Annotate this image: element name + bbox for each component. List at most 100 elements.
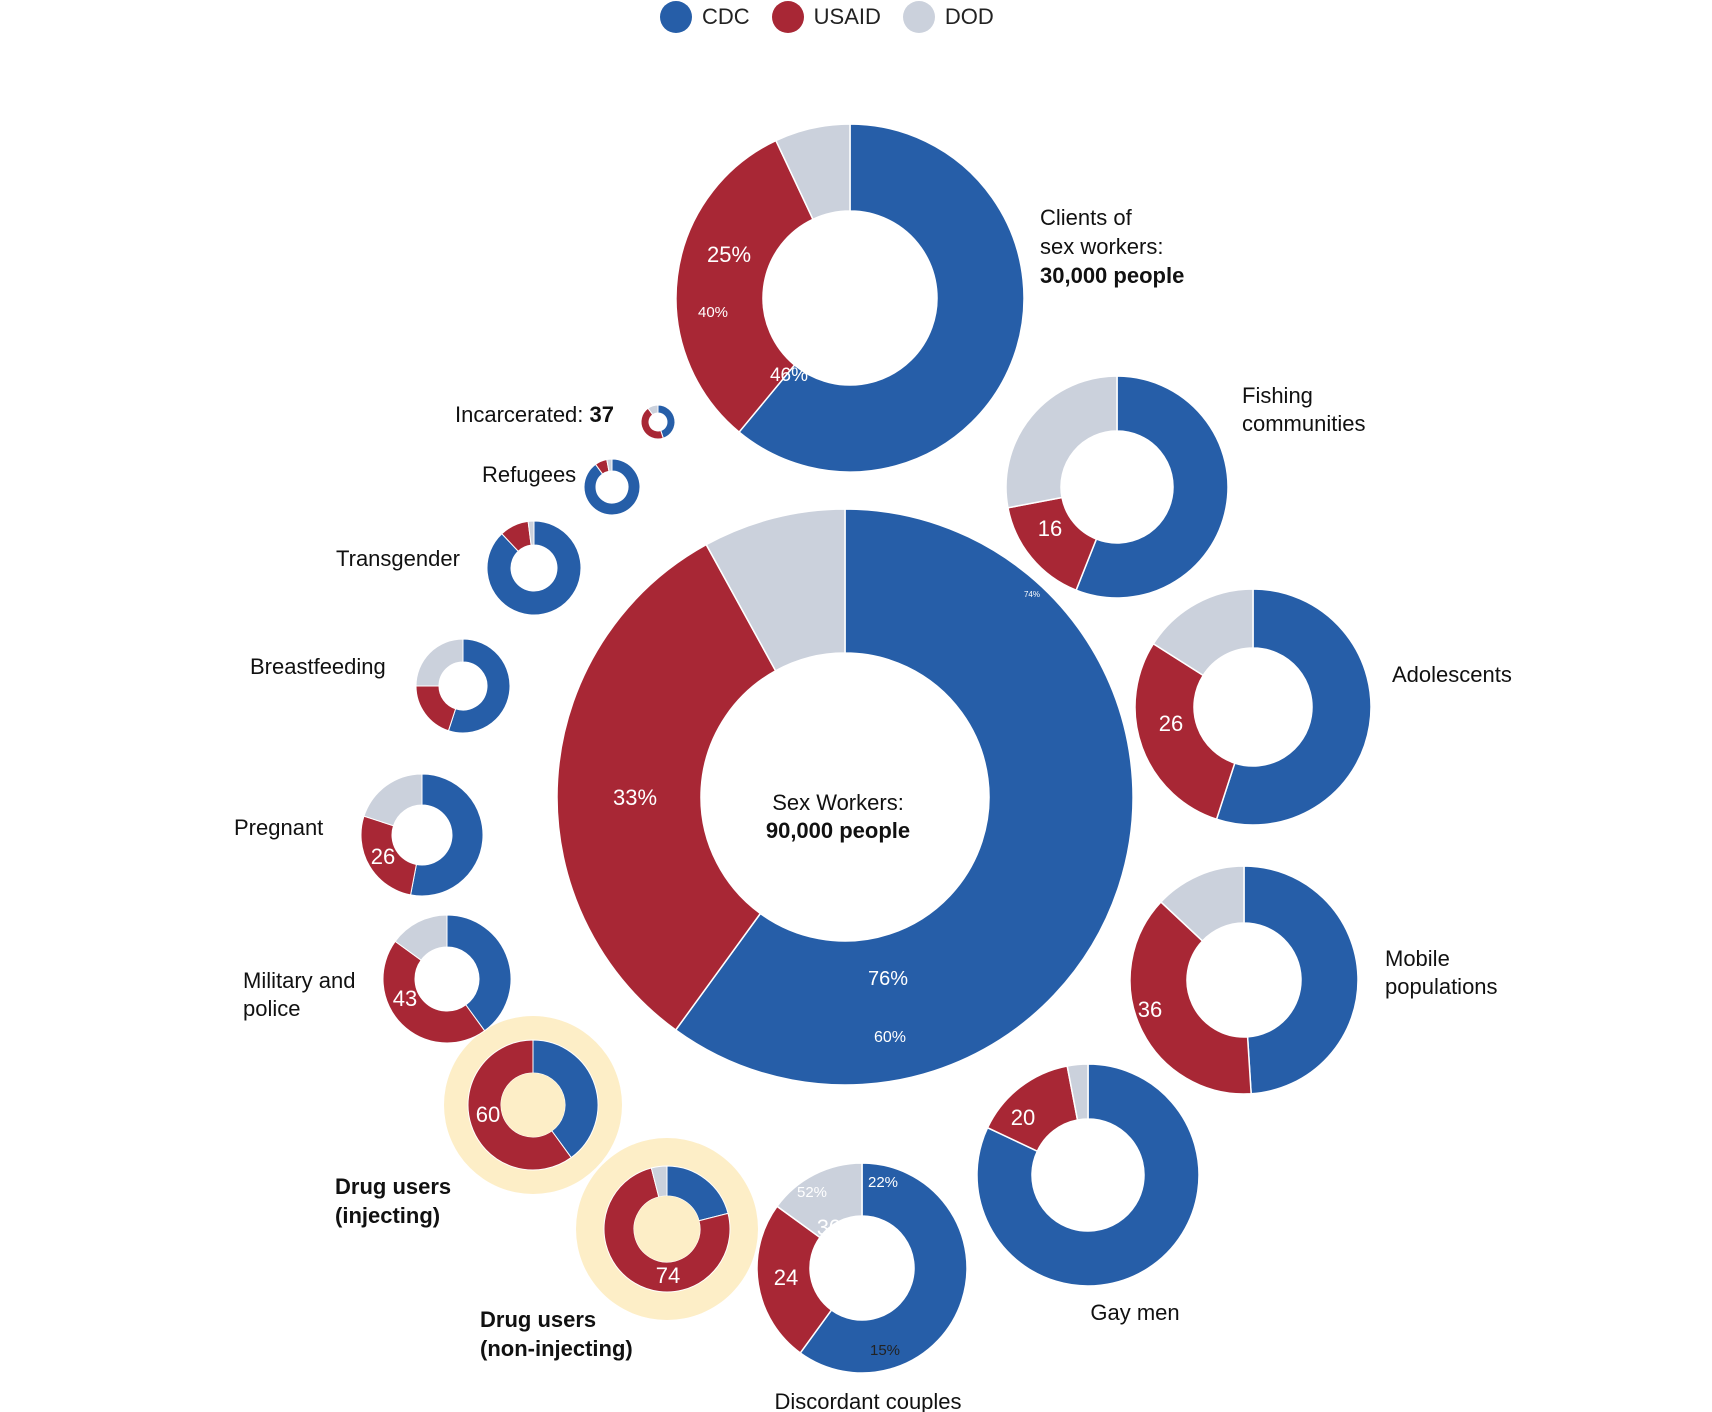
donut-label: Breastfeeding <box>250 654 386 679</box>
donut-adolescents[interactable]: 26 Adolescents <box>1134 588 1512 826</box>
legend-swatch-dod <box>902 1 935 33</box>
label-value: 90,000 people <box>766 818 910 843</box>
donut-label: Incarcerated: 37 <box>455 402 614 427</box>
label-line: Breastfeeding <box>250 654 386 679</box>
donut-military-and-police[interactable]: 43 Military and police <box>243 914 512 1044</box>
slice-cdc <box>1215 588 1372 826</box>
donut-hole <box>1194 648 1312 766</box>
donut-incarcerated[interactable]: Incarcerated: 37 <box>455 402 676 440</box>
data-label: 74 <box>656 1263 680 1288</box>
donut-hole <box>1061 431 1173 543</box>
data-label: 52% <box>797 1184 827 1201</box>
donut-fishing-communities[interactable]: 16 Fishing communities <box>1005 375 1365 599</box>
donut-label: Drug users (non-injecting) <box>480 1307 633 1361</box>
data-label: 46% <box>770 365 808 386</box>
donut-sex-workers[interactable]: 76% 60% 33% 74% Sex Workers: 90,000 people <box>556 508 1134 1086</box>
donut-label: Transgender <box>336 546 460 571</box>
label-line: Mobile <box>1385 946 1450 971</box>
data-label: 25% <box>707 242 751 267</box>
donut-transgender[interactable]: Transgender <box>336 520 582 616</box>
donut-label: Fishing communities <box>1242 383 1365 436</box>
label-line: (injecting) <box>335 1203 440 1228</box>
donut-mobile-populations[interactable]: 36 Mobile populations <box>1129 865 1498 1095</box>
data-label: 20 <box>1011 1105 1035 1130</box>
donut-hole <box>763 211 937 385</box>
donut-label: Military and police <box>243 968 355 1021</box>
data-label: 24 <box>774 1265 798 1290</box>
donut-gay-men[interactable]: 20 Gay men <box>976 1063 1200 1325</box>
legend-item-usaid[interactable]: USAID <box>771 1 881 33</box>
label-value: 37 <box>583 402 614 427</box>
donut-hole <box>1032 1119 1144 1231</box>
data-label: 16 <box>1038 516 1062 541</box>
legend-item-cdc[interactable]: CDC <box>660 1 750 33</box>
label-line: Sex Workers: <box>772 790 904 815</box>
legend-item-dod[interactable]: DOD <box>902 1 994 33</box>
donut-hole <box>501 1073 565 1137</box>
donut-hole <box>392 805 452 865</box>
legend-label-cdc: CDC <box>702 4 750 29</box>
donut-hole <box>634 1196 700 1262</box>
slice-usaid <box>382 940 486 1044</box>
donut-hole <box>701 653 989 941</box>
donut-label: Drug users (injecting) <box>335 1174 451 1228</box>
data-label: 30 <box>817 1215 841 1240</box>
label-line: Drug users <box>335 1174 451 1199</box>
slice-usaid <box>603 1167 731 1293</box>
label-line: (non-injecting) <box>480 1336 633 1361</box>
label-line: Military and <box>243 968 355 993</box>
donut-label: Mobile populations <box>1385 946 1498 999</box>
donut-label: Sex Workers: 90,000 people <box>766 790 910 843</box>
data-label: 43 <box>393 986 417 1011</box>
donut-label: Discordant couples <box>774 1389 961 1412</box>
donut-label: Adolescents <box>1392 662 1512 687</box>
donut-drug-users-non-injecting[interactable]: 74 Drug users (non-injecting) <box>480 1138 758 1361</box>
label-line: communities <box>1242 411 1365 436</box>
legend-label-dod: DOD <box>944 4 994 29</box>
data-label: 26 <box>1159 711 1183 736</box>
donut-hole <box>415 947 479 1011</box>
label-line: Discordant couples <box>774 1389 961 1412</box>
label-line: Fishing <box>1242 383 1313 408</box>
donut-refugees[interactable]: Refugees <box>482 458 641 516</box>
label-line: Transgender <box>336 546 460 571</box>
data-label: 40% <box>698 304 728 321</box>
legend-swatch-usaid <box>771 1 804 33</box>
label-line: Gay men <box>1090 1300 1179 1325</box>
data-label: 60% <box>874 1029 906 1046</box>
data-label: 36 <box>1138 997 1162 1022</box>
label-line: Pregnant <box>234 815 323 840</box>
label-line: Drug users <box>480 1307 596 1332</box>
slice-dod <box>1152 588 1254 677</box>
label-line: Refugees <box>482 462 576 487</box>
donut-clients-of-sex-workers[interactable]: 46% 40% 25% Clients of sex workers: 30,000 pe… <box>675 123 1184 473</box>
legend-swatch-cdc <box>660 1 692 33</box>
donut-hole <box>810 1216 914 1320</box>
donut-hole <box>649 413 667 431</box>
label-line: police <box>243 996 300 1021</box>
donut-hole <box>1187 923 1301 1037</box>
donut-hole <box>596 471 628 503</box>
donut-hole <box>439 662 487 710</box>
data-label: 76% <box>868 968 908 990</box>
donut-breastfeeding[interactable]: Breastfeeding <box>250 638 511 734</box>
donut-hole <box>511 545 557 591</box>
donut-label: Clients of sex workers: 30,000 people <box>1040 205 1184 288</box>
slice-cdc <box>674 508 1134 1086</box>
donut-discordant-couples[interactable]: 22% 15% 52% 30 24 Discordant couples <box>756 1162 968 1412</box>
label-line: Incarcerated: <box>455 402 583 427</box>
legend: CDC USAID DOD <box>660 0 994 34</box>
label-value: 30,000 people <box>1040 263 1184 288</box>
data-label: 74% <box>1024 590 1040 599</box>
label-line: populations <box>1385 974 1498 999</box>
donut-pregnant[interactable]: 26 Pregnant <box>234 773 484 897</box>
data-label: 33% <box>613 785 657 810</box>
label-line: Adolescents <box>1392 662 1512 687</box>
data-label: 26 <box>371 844 395 869</box>
data-label: 15% <box>870 1342 900 1359</box>
donut-label: Pregnant <box>234 815 323 840</box>
legend-label-usaid: USAID <box>813 4 881 29</box>
donut-drug-users-injecting[interactable]: 60 Drug users (injecting) <box>335 1016 622 1228</box>
data-label: 60 <box>476 1102 500 1127</box>
